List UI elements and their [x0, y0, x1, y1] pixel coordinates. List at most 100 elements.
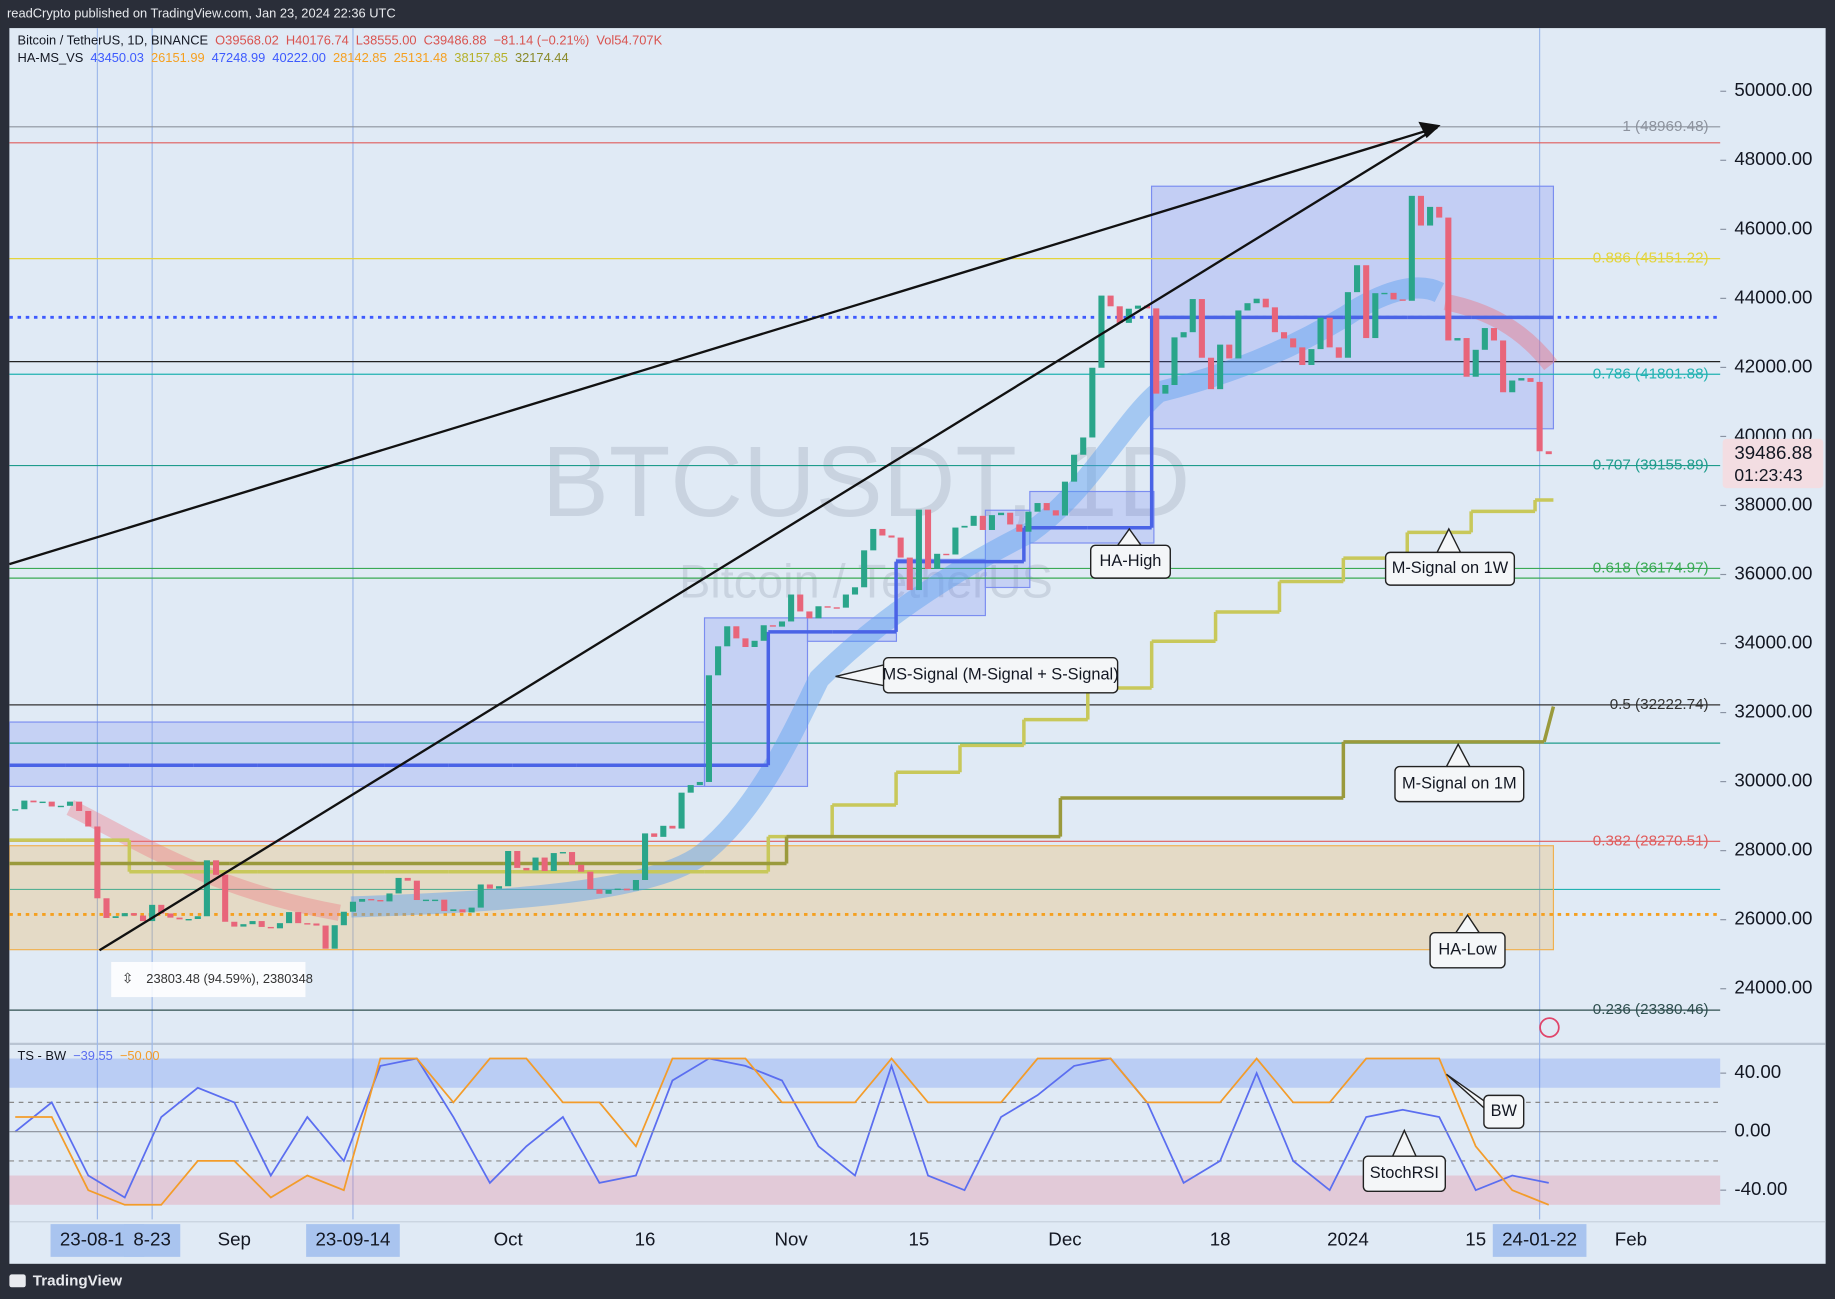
candle: [130, 913, 137, 916]
x-tick-label: 8-23: [133, 1228, 170, 1249]
band: [9, 1175, 1721, 1205]
candle: [413, 880, 420, 901]
x-tick-label: 16: [635, 1228, 656, 1249]
y-tick-label: 0.00: [1734, 1120, 1770, 1141]
candle: [240, 924, 247, 927]
footer-bar: [0, 1263, 1835, 1299]
y-tick-label: 32000.00: [1734, 701, 1812, 722]
candle: [696, 781, 703, 786]
legend-text: Vol54.707K: [596, 32, 662, 47]
candle: [1290, 338, 1297, 348]
candle: [824, 606, 831, 608]
candle: [943, 553, 950, 556]
candle: [85, 810, 92, 827]
legend-text: 32174.44: [515, 50, 569, 65]
candle: [906, 557, 913, 591]
candle: [1381, 292, 1388, 295]
oscillator-line: [15, 1057, 1550, 1206]
candle: [669, 825, 676, 829]
candle: [185, 919, 192, 921]
candle: [1089, 367, 1096, 438]
candle: [1180, 332, 1187, 338]
arrow-head: [1418, 121, 1441, 139]
y-tick-label: 48000.00: [1734, 148, 1812, 169]
callout-text: M-Signal on 1W: [1392, 559, 1509, 577]
candle: [313, 923, 320, 926]
callout-box: [1429, 932, 1506, 969]
candle: [1472, 349, 1479, 377]
candle: [167, 913, 174, 918]
ha-box: [9, 845, 1555, 951]
candle: [1509, 380, 1516, 393]
candle: [1280, 332, 1288, 339]
candle: [1463, 338, 1470, 377]
y-tick-label: 30000.00: [1734, 770, 1812, 791]
x-label-highlight: [1492, 1224, 1587, 1257]
candle: [103, 898, 110, 918]
x-tick-label: Feb: [1615, 1228, 1647, 1249]
y-tick-label: 40.00: [1734, 1061, 1781, 1082]
candle: [304, 923, 311, 925]
fib-label: 0.5 (32222.74): [1610, 696, 1709, 713]
callout-text: HA-Low: [1438, 941, 1496, 959]
candle: [1025, 511, 1032, 532]
candle: [149, 904, 156, 922]
candle: [1335, 347, 1342, 358]
candle: [422, 899, 430, 902]
last-price-tag: [1722, 438, 1824, 489]
candle: [870, 528, 877, 551]
candle: [1326, 317, 1333, 348]
candle: [952, 527, 959, 555]
candle: [623, 888, 630, 891]
candle: [1344, 292, 1351, 358]
candle: [1107, 295, 1114, 307]
candle: [1308, 349, 1315, 365]
x-tick-label: 18: [1210, 1228, 1231, 1249]
callout-text: HA-High: [1100, 552, 1162, 570]
candle: [212, 860, 220, 875]
candle: [1271, 307, 1278, 333]
legend-text: C39486.88: [424, 32, 487, 47]
measure-box: [111, 961, 306, 998]
candle: [678, 792, 685, 829]
candle: [851, 587, 859, 595]
candle: [340, 911, 347, 926]
candle: [1134, 305, 1142, 309]
candle: [267, 926, 274, 929]
candle: [559, 852, 566, 854]
candle: [1454, 338, 1461, 341]
trend-line: [9, 126, 1438, 566]
callout-box: [1483, 1094, 1525, 1129]
ha-box: [9, 721, 706, 788]
y-tick-label: 42000.00: [1734, 355, 1812, 376]
candle: [1098, 295, 1105, 368]
candle: [760, 625, 767, 641]
candle: [751, 640, 758, 647]
callout-text: MS-Signal (M-Signal + S-Signal): [883, 666, 1119, 684]
candle: [331, 925, 338, 949]
candle: [642, 833, 649, 880]
callout-box: [1394, 765, 1525, 803]
candle: [568, 852, 576, 865]
trend-line: [98, 126, 1438, 952]
candle: [961, 525, 968, 528]
candle: [1034, 503, 1041, 512]
candle: [359, 898, 366, 902]
candle: [915, 509, 922, 591]
y-tick-label: 38000.00: [1734, 493, 1812, 514]
y-tick-label: -40.00: [1734, 1178, 1787, 1199]
candle: [39, 801, 46, 804]
legend-text: 25131.48: [394, 50, 448, 65]
candle: [541, 857, 548, 872]
legend-text: 28142.85: [333, 50, 387, 65]
candle: [1262, 298, 1269, 308]
callout: M-Signal on 1M: [1394, 742, 1525, 803]
callout-box: [882, 656, 1119, 694]
candle: [842, 594, 849, 608]
legend-text: 40222.00: [272, 50, 326, 65]
candle: [596, 889, 603, 894]
candle: [495, 886, 503, 889]
candle: [979, 515, 986, 530]
candle: [1527, 378, 1534, 382]
x-label-highlight: [124, 1224, 181, 1257]
